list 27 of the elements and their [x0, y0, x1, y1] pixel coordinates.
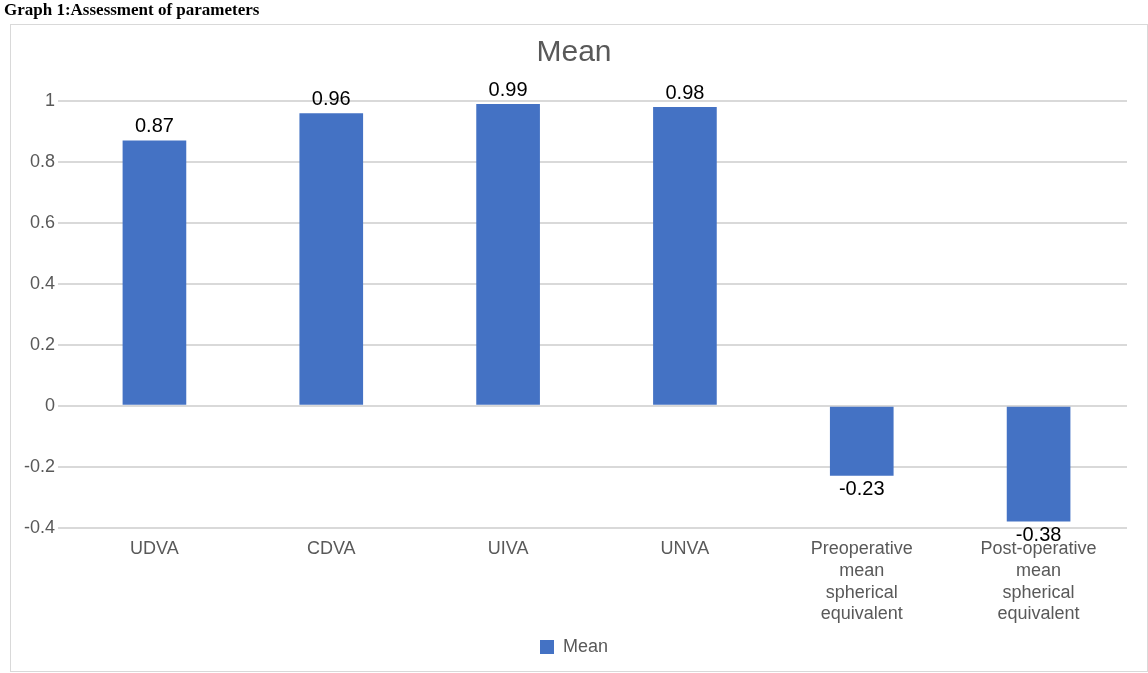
data-label: 0.98 [665, 80, 705, 103]
data-label: 0.87 [134, 114, 174, 137]
caption: Graph 1:Assessment of parameters [4, 0, 260, 20]
x-tick-label: UIVA [487, 538, 529, 559]
bar [653, 107, 717, 405]
y-tick-label: -0.2 [23, 455, 56, 476]
y-tick-label: 1 [45, 89, 56, 110]
y-tick-label: 0 [45, 394, 56, 415]
x-tick-label: UDVA [130, 538, 179, 559]
legend-label: Mean [562, 635, 609, 656]
y-tick-label: -0.4 [23, 516, 56, 537]
y-tick-label: 0.4 [29, 272, 56, 293]
chart-title: Mean [536, 34, 612, 68]
y-tick-label: 0.2 [29, 333, 56, 354]
x-tick-label: CDVA [306, 538, 356, 559]
bar [829, 406, 894, 476]
y-tick-label: 0.6 [29, 211, 56, 232]
bar [1006, 406, 1071, 522]
data-label: 0.96 [311, 86, 351, 109]
bar [299, 113, 364, 405]
x-tick-label: Preoperative mean spherical equivalent [810, 538, 913, 624]
data-label: -0.23 [838, 477, 885, 500]
x-tick-label: UNVA [660, 538, 710, 559]
bar [122, 140, 187, 405]
bar [476, 104, 540, 405]
y-tick-label: 0.8 [29, 150, 56, 171]
data-label: 0.99 [488, 77, 528, 100]
